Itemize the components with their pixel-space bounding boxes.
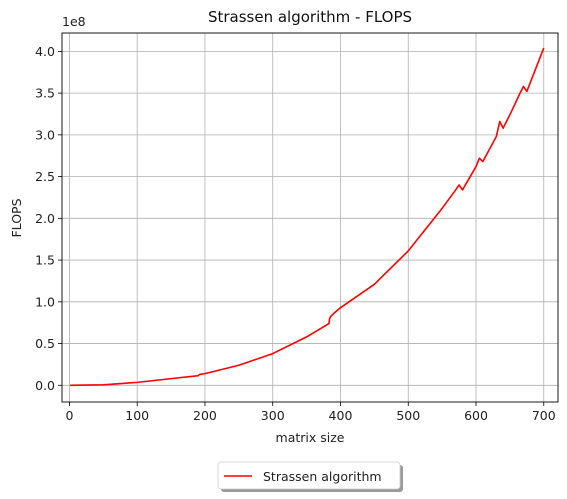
y-tick-label: 3.5 xyxy=(35,86,55,101)
y-tick-label: 0.5 xyxy=(35,336,55,351)
y-tick-label: 3.0 xyxy=(35,127,55,142)
y-tick-label: 2.5 xyxy=(35,169,55,184)
legend: Strassen algorithm xyxy=(217,461,403,492)
y-tick-label: 4.0 xyxy=(35,44,55,59)
series-line-strassen xyxy=(70,47,545,387)
grid xyxy=(62,33,558,402)
y-tick-label: 2.0 xyxy=(35,211,55,226)
y-tick-label: 1.0 xyxy=(35,294,55,309)
x-tick-label: 200 xyxy=(193,408,217,423)
x-tick-label: 0 xyxy=(65,408,73,423)
x-tick-label: 100 xyxy=(125,408,149,423)
x-tick-label: 300 xyxy=(261,408,285,423)
legend-label: Strassen algorithm xyxy=(263,469,382,484)
x-tick-label: 700 xyxy=(532,408,556,423)
y-offset-label: 1e8 xyxy=(62,14,86,29)
y-axis-ticks: 0.0 0.5 1.0 1.5 2.0 2.5 3.0 3.5 4.0 xyxy=(35,44,62,393)
x-tick-label: 400 xyxy=(329,408,353,423)
y-axis-label: FLOPS xyxy=(9,198,24,237)
y-tick-label: 1.5 xyxy=(35,253,55,268)
legend-box xyxy=(217,461,401,490)
x-tick-label: 600 xyxy=(464,408,488,423)
plot-frame xyxy=(61,32,559,403)
x-axis-label: matrix size xyxy=(276,430,345,445)
chart-title: Strassen algorithm - FLOPS xyxy=(208,8,412,26)
y-tick-label: 0.0 xyxy=(35,378,55,393)
x-tick-label: 500 xyxy=(396,408,420,423)
x-axis-ticks: 0 100 200 300 400 500 600 700 xyxy=(65,402,556,423)
